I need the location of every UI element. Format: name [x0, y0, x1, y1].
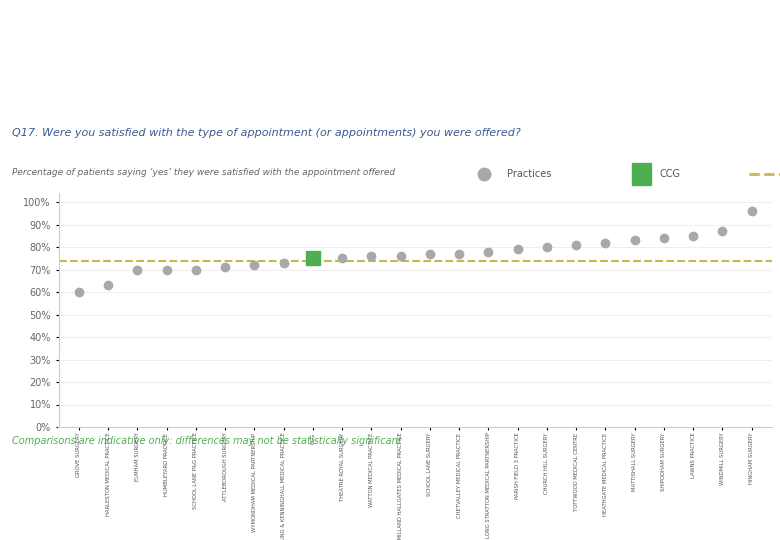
Text: © Ipsos MORI    13-042853-01 | Version 1 | Public: © Ipsos MORI 13-042853-01 | Version 1 | …	[12, 528, 185, 536]
Text: CCG: CCG	[659, 169, 680, 179]
Text: Practices: Practices	[507, 169, 551, 179]
Text: 27: 27	[381, 505, 399, 520]
Bar	[632, 163, 651, 185]
Text: Ipsos MORI: Ipsos MORI	[12, 495, 73, 505]
Text: Comparisons are indicative only: differences may not be statistically significan: Comparisons are indicative only: differe…	[12, 436, 402, 446]
Text: Satisfaction with appointment offered:
how the CCG’s practices compare: Satisfaction with appointment offered: h…	[12, 30, 441, 76]
Text: Base: All who tried to make an appointment since being registered: National (711: Base: All who tried to make an appointme…	[12, 465, 562, 475]
Text: Percentage of patients saying ‘yes’ they were satisfied with the appointment off: Percentage of patients saying ‘yes’ they…	[12, 167, 395, 177]
Text: Social Research Institute: Social Research Institute	[12, 512, 115, 522]
Text: Q17. Were you satisfied with the type of appointment (or appointments) you were : Q17. Were you satisfied with the type of…	[12, 127, 520, 138]
